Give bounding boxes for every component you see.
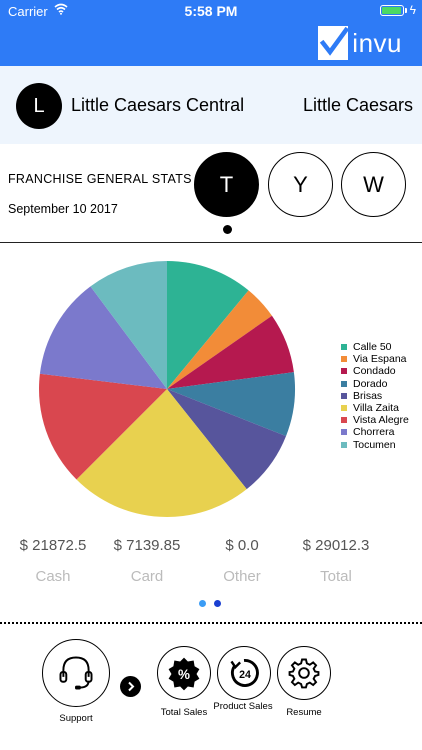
divider: [0, 242, 422, 243]
percent-badge-icon: %: [168, 657, 200, 691]
percent-symbol: %: [178, 667, 190, 682]
resume-button[interactable]: [277, 646, 331, 700]
legend-swatch: [341, 368, 347, 375]
brand-name: Little Caesars: [302, 95, 413, 115]
legend-item: Condado: [341, 365, 409, 377]
total-label: Total: [320, 568, 352, 585]
grand-total: $ 29012.3 Total: [286, 537, 386, 585]
product-sales-badge: 24: [239, 669, 251, 681]
legend-item: Chorrera: [341, 426, 409, 438]
total-label: Card: [130, 568, 164, 585]
legend-swatch: [341, 380, 347, 387]
product-sales-label: Product Sales: [213, 701, 273, 712]
selected-period-indicator: [223, 225, 232, 234]
wifi-icon: [54, 3, 68, 15]
chart-legend: Calle 50 Via Espana Condado Dorado Brisas Vil…: [341, 341, 409, 451]
pie-slice-dorado[interactable]: [167, 372, 295, 437]
total-value: $ 29012.3: [302, 537, 370, 554]
legend-item: Calle 50: [341, 341, 409, 353]
period-today-button[interactable]: T: [194, 152, 259, 217]
clock: 5:58 PM: [184, 3, 238, 19]
pie-slice-villa-zaita[interactable]: [76, 389, 247, 517]
clock-24-icon: 24: [230, 659, 259, 687]
headset-icon: [59, 656, 93, 690]
legend-label: Villa Zaita: [353, 402, 399, 415]
page-dot[interactable]: [199, 600, 206, 607]
pie-slice-via-espana[interactable]: [167, 290, 272, 389]
store-row[interactable]: L Little Caesars Central Little Caesars: [0, 66, 422, 144]
legend-item: Brisas: [341, 390, 409, 402]
gear-icon: [288, 658, 320, 689]
pie-slice-tocumen[interactable]: [90, 261, 167, 389]
total-value: $ 21872.5: [19, 537, 87, 554]
logo-text: invu: [352, 27, 402, 58]
check-logo-icon: [318, 26, 350, 60]
total-sales-button[interactable]: %: [157, 646, 211, 700]
pie-slice-condado[interactable]: [167, 315, 294, 389]
legend-swatch: [341, 356, 347, 363]
store-avatar: L: [16, 83, 62, 129]
legend-label: Brisas: [353, 389, 383, 402]
legend-item: Villa Zaita: [341, 402, 409, 414]
app-logo: invu: [318, 24, 402, 62]
legend-item: Dorado: [341, 378, 409, 390]
total-value: $ 0.0: [225, 537, 259, 554]
support-button[interactable]: [42, 639, 110, 707]
period-yesterday-button[interactable]: Y: [268, 152, 333, 217]
legend-swatch: [341, 344, 347, 351]
legend-swatch: [341, 405, 347, 412]
page-indicator[interactable]: [199, 600, 229, 607]
app-header: Carrier 5:58 PM ϟ invu: [0, 0, 422, 66]
legend-swatch: [341, 417, 347, 424]
carrier-label: Carrier: [8, 4, 48, 19]
pie-slice-brisas[interactable]: [167, 389, 287, 490]
legend-swatch: [341, 441, 347, 448]
legend-label: Via Espana: [353, 353, 407, 366]
legend-label: Dorado: [353, 377, 388, 390]
resume-label: Resume: [286, 707, 322, 718]
total-label: Other: [223, 568, 261, 585]
sales-pie-chart[interactable]: [38, 260, 296, 518]
legend-label: Vista Alegre: [353, 414, 409, 427]
status-bar: Carrier 5:58 PM ϟ: [0, 0, 422, 22]
pie-slice-chorrera[interactable]: [39, 286, 167, 389]
expand-arrow-button[interactable]: [120, 676, 141, 697]
cash-total: $ 21872.5 Cash: [3, 537, 103, 585]
legend-label: Calle 50: [353, 341, 392, 354]
legend-label: Condado: [353, 365, 396, 378]
dotted-divider: [0, 622, 422, 624]
support-label: Support: [59, 713, 93, 724]
legend-swatch: [341, 429, 347, 436]
total-value: $ 7139.85: [113, 537, 181, 554]
period-week-button[interactable]: W: [341, 152, 406, 217]
pie-slice-calle-50[interactable]: [167, 261, 249, 389]
chevron-right-icon: [128, 681, 135, 692]
total-label: Cash: [35, 568, 71, 585]
other-total: $ 0.0 Other: [192, 537, 292, 585]
legend-item: Vista Alegre: [341, 414, 409, 426]
page-dot[interactable]: [214, 600, 221, 607]
legend-label: Chorrera: [353, 426, 395, 439]
store-name: Little Caesars Central: [71, 95, 245, 115]
stats-date: September 10 2017: [8, 202, 118, 216]
legend-item: Via Espana: [341, 353, 409, 365]
legend-label: Tocumen: [353, 438, 396, 451]
legend-swatch: [341, 392, 347, 399]
card-total: $ 7139.85 Card: [97, 537, 197, 585]
stats-title: FRANCHISE GENERAL STATS: [8, 172, 192, 186]
legend-item: Tocumen: [341, 439, 409, 451]
total-sales-label: Total Sales: [160, 707, 208, 718]
pie-slice-vista-alegre[interactable]: [38, 373, 167, 480]
product-sales-button[interactable]: 24: [217, 646, 271, 700]
